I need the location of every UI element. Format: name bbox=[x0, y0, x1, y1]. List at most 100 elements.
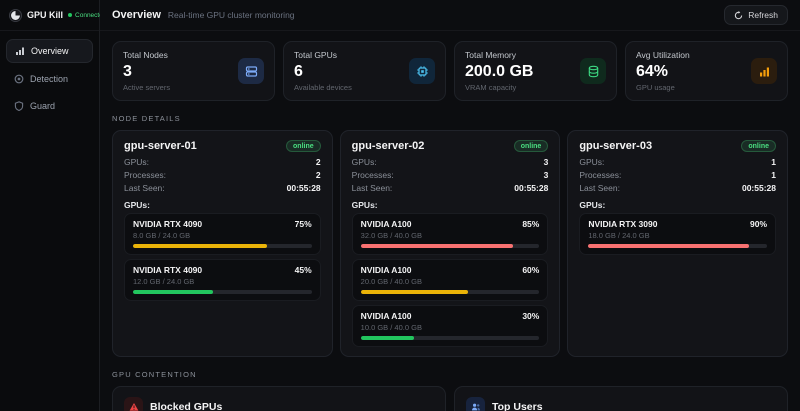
refresh-icon bbox=[734, 10, 743, 20]
node-name: gpu-server-03 bbox=[579, 140, 653, 152]
stat-card-total-nodes: Total Nodes 3 Active servers bbox=[112, 41, 275, 101]
connection-status: Connected bbox=[68, 12, 106, 19]
gpu-list-label: GPUs: bbox=[579, 200, 606, 210]
database-icon bbox=[580, 58, 606, 84]
processes-label: Processes: bbox=[351, 170, 394, 180]
last-seen-label: Last Seen: bbox=[351, 183, 393, 193]
section-label-node-details: NODE DETAILS bbox=[112, 114, 181, 123]
last-seen-label: Last Seen: bbox=[124, 183, 165, 193]
refresh-button[interactable]: Refresh bbox=[724, 5, 788, 25]
sidebar-header: GPU Kill Connected bbox=[0, 0, 106, 31]
stat-label: Avg Utilization bbox=[636, 50, 690, 60]
gpu-utilization: 45% bbox=[294, 265, 312, 275]
gpu-name: NVIDIA A100 bbox=[360, 265, 412, 275]
gpu-memory: 20.0 GB / 40.0 GB bbox=[360, 277, 422, 286]
stat-label: Total Memory bbox=[465, 50, 517, 60]
gpus-count-label: GPUs: bbox=[124, 157, 150, 167]
processes-label: Processes: bbox=[124, 170, 167, 180]
utilization-bar bbox=[133, 244, 312, 248]
top-users-title: Top Users bbox=[492, 400, 543, 411]
server-icon bbox=[238, 58, 264, 84]
gpus-count-label: GPUs: bbox=[579, 157, 605, 167]
node-card-gpu-server-03: gpu-server-03 online GPUs: 1 Processes: 1 … bbox=[567, 130, 788, 357]
gpu-memory: 12.0 GB / 24.0 GB bbox=[133, 277, 195, 286]
stat-card-avg-utilization: Avg Utilization 64% GPU usage bbox=[625, 41, 788, 101]
page-title: Overview bbox=[112, 9, 161, 21]
node-card-gpu-server-01: gpu-server-01 online GPUs: 2 Processes: 2 … bbox=[112, 130, 333, 357]
utilization-bar bbox=[588, 244, 767, 248]
radar-icon bbox=[14, 74, 24, 84]
gpu-row: NVIDIA RTX 4090 75% 8.0 GB / 24.0 GB bbox=[124, 213, 321, 255]
sidebar-item-label: Detection bbox=[30, 74, 69, 84]
utilization-bar-fill bbox=[588, 244, 750, 248]
stat-card-total-memory: Total Memory 200.0 GB VRAM capacity bbox=[454, 41, 617, 101]
node-card-gpu-server-02: gpu-server-02 online GPUs: 3 Processes: 3 … bbox=[339, 130, 561, 357]
gpu-name: NVIDIA RTX 3090 bbox=[588, 219, 658, 229]
gpu-list-label: GPUs: bbox=[351, 200, 378, 210]
status-badge: online bbox=[286, 140, 321, 152]
gpus-count-value: 2 bbox=[315, 157, 321, 167]
gpu-name: NVIDIA A100 bbox=[360, 311, 412, 321]
status-badge: online bbox=[513, 140, 549, 152]
node-name: gpu-server-02 bbox=[351, 140, 425, 152]
gpu-memory: 10.0 GB / 40.0 GB bbox=[360, 323, 422, 332]
contention-cards: Blocked GPUs NVIDIA RTX 3090 (node-003) … bbox=[112, 386, 788, 411]
last-seen-value: 00:55:28 bbox=[514, 183, 549, 193]
page-subtitle: Real-time GPU cluster monitoring bbox=[167, 10, 295, 20]
status-badge: online bbox=[741, 140, 776, 152]
sidebar-item-detection[interactable]: Detection bbox=[6, 68, 93, 90]
stat-sublabel: GPU usage bbox=[636, 83, 675, 92]
gpu-name: NVIDIA A100 bbox=[360, 219, 412, 229]
gpu-utilization: 30% bbox=[522, 311, 540, 321]
processes-value: 2 bbox=[315, 170, 321, 180]
sidebar-item-overview[interactable]: Overview bbox=[6, 39, 93, 63]
blocked-gpus-title: Blocked GPUs bbox=[150, 400, 223, 411]
gpu-row: NVIDIA RTX 4090 45% 12.0 GB / 24.0 GB bbox=[124, 259, 321, 301]
gpu-name: NVIDIA RTX 4090 bbox=[133, 265, 203, 275]
bar-chart-icon bbox=[751, 58, 777, 84]
last-seen-value: 00:55:28 bbox=[286, 183, 321, 193]
blocked-gpus-card: Blocked GPUs NVIDIA RTX 3090 (node-003) … bbox=[112, 386, 446, 411]
stat-sublabel: Active servers bbox=[123, 83, 171, 92]
sidebar-nav: Overview Detection Guard bbox=[0, 31, 99, 125]
sidebar-item-label: Overview bbox=[31, 46, 69, 56]
gpus-count-value: 1 bbox=[771, 157, 776, 167]
utilization-bar bbox=[360, 244, 540, 248]
app-title: GPU Kill bbox=[27, 10, 64, 20]
gpu-row: NVIDIA A100 60% 20.0 GB / 40.0 GB bbox=[351, 259, 549, 301]
last-seen-value: 00:55:28 bbox=[741, 183, 776, 193]
stat-value: 64% bbox=[636, 63, 669, 80]
section-label-gpu-contention: GPU CONTENTION bbox=[112, 370, 197, 379]
gpu-memory: 8.0 GB / 24.0 GB bbox=[133, 231, 191, 240]
gpu-utilization: 75% bbox=[294, 219, 312, 229]
gpus-count-label: GPUs: bbox=[351, 157, 377, 167]
sidebar: GPU Kill Connected Overview Detection bbox=[0, 0, 106, 411]
stat-card-total-gpus: Total GPUs 6 Available devices bbox=[283, 41, 446, 101]
utilization-bar-fill bbox=[360, 336, 415, 340]
gpu-row: NVIDIA RTX 3090 90% 18.0 GB / 24.0 GB bbox=[579, 213, 776, 255]
gpu-utilization: 85% bbox=[522, 219, 540, 229]
warning-triangle-icon bbox=[124, 397, 143, 411]
node-cards: gpu-server-01 online GPUs: 2 Processes: 2 … bbox=[112, 130, 788, 357]
gpu-utilization: 90% bbox=[749, 219, 767, 229]
gpu-name: NVIDIA RTX 4090 bbox=[133, 219, 203, 229]
gpu-row: NVIDIA A100 30% 10.0 GB / 40.0 GB bbox=[351, 305, 549, 347]
stat-value: 3 bbox=[123, 63, 132, 80]
top-users-card: Top Users 1 charlie 85% bbox=[454, 386, 788, 411]
sidebar-item-guard[interactable]: Guard bbox=[6, 95, 93, 117]
bar-chart-icon bbox=[15, 46, 25, 56]
page-header: Overview Real-time GPU cluster monitorin… bbox=[100, 0, 800, 31]
last-seen-label: Last Seen: bbox=[579, 183, 620, 193]
stat-sublabel: Available devices bbox=[294, 83, 352, 92]
sidebar-item-label: Guard bbox=[30, 101, 56, 111]
gpu-memory: 32.0 GB / 40.0 GB bbox=[360, 231, 422, 240]
node-name: gpu-server-01 bbox=[124, 140, 197, 152]
gpu-utilization: 60% bbox=[522, 265, 540, 275]
gpu-list-label: GPUs: bbox=[124, 200, 150, 210]
stat-label: Total GPUs bbox=[294, 50, 337, 60]
utilization-bar bbox=[360, 336, 540, 340]
content: Total Nodes 3 Active servers Total GPUs … bbox=[100, 31, 800, 411]
gpus-count-value: 3 bbox=[543, 157, 549, 167]
utilization-bar-fill bbox=[360, 244, 513, 248]
